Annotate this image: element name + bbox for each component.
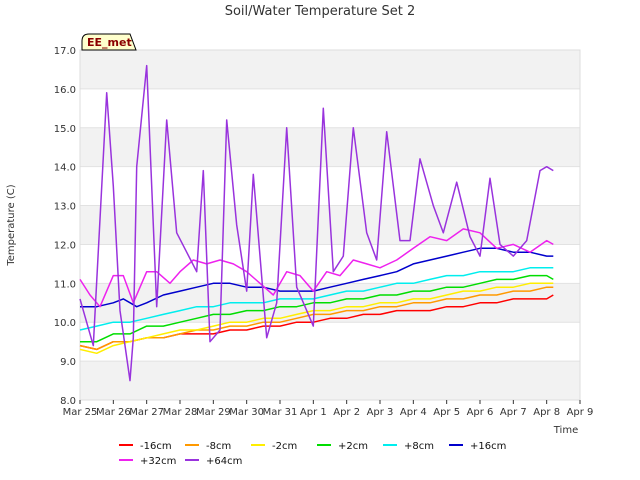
- y-tick-label: 17.0: [54, 46, 76, 57]
- legend: -16cm -8cm -2cm +2cm +8cm +16cm +32cm +64cm: [119, 441, 506, 467]
- y-tick-label: 11.0: [54, 279, 76, 290]
- x-tick-label: Mar 27: [129, 407, 164, 418]
- legend-label: -8cm: [206, 441, 231, 452]
- annotation-shape: [81, 33, 137, 51]
- series-line: [79, 282, 554, 355]
- x-tick-label: Mar 25: [63, 407, 98, 418]
- series-line: [79, 64, 554, 382]
- legend-label: +8cm: [404, 441, 434, 452]
- x-tick-label: Apr 6: [467, 407, 494, 418]
- series-line: [79, 286, 554, 351]
- series-line: [80, 274, 554, 343]
- plot-band: [80, 50, 580, 89]
- y-tick-label: 10.0: [54, 318, 76, 329]
- annotation-box: EE_met: [81, 33, 137, 51]
- y-axis-title: Temperature (C): [6, 184, 17, 266]
- y-tick-label: 14.0: [54, 163, 76, 174]
- x-tick-label: Apr 5: [433, 407, 460, 418]
- series-line: [79, 228, 554, 308]
- x-tick-label: Apr 4: [400, 407, 427, 418]
- series-line: [79, 267, 554, 331]
- series-lines: [79, 64, 554, 382]
- x-tick-label: Apr 7: [500, 407, 527, 418]
- x-axis-title: Time: [553, 425, 578, 436]
- y-tick-label: 12.0: [54, 240, 76, 251]
- x-tick-label: Mar 31: [263, 407, 298, 418]
- y-tick-label: 8.0: [60, 396, 76, 407]
- y-tick-label: 9.0: [60, 357, 76, 368]
- x-tick-label: Apr 9: [567, 407, 594, 418]
- legend-label: +32cm: [140, 456, 176, 467]
- x-tick-label: Mar 29: [196, 407, 231, 418]
- x-tick-label: Mar 28: [163, 407, 198, 418]
- legend-label: +2cm: [338, 441, 368, 452]
- legend-label: -2cm: [272, 441, 297, 452]
- x-tick-label: Apr 3: [367, 407, 394, 418]
- y-tick-label: 13.0: [54, 202, 76, 213]
- legend-label: -16cm: [140, 441, 172, 452]
- x-tick-label: Apr 1: [300, 407, 327, 418]
- chart-title: Soil/Water Temperature Set 2: [225, 4, 416, 19]
- x-tick-label: Apr 8: [533, 407, 560, 418]
- x-tick-label: Mar 26: [96, 407, 131, 418]
- x-tick-label: Apr 2: [333, 407, 360, 418]
- y-tick-label: 16.0: [54, 85, 76, 96]
- y-tick-label: 15.0: [54, 124, 76, 135]
- plot-band: [80, 127, 580, 167]
- plot-frame: [79, 49, 581, 401]
- plot-band: [80, 361, 580, 400]
- legend-label: +16cm: [470, 441, 506, 452]
- x-tick-label: Mar 30: [229, 407, 264, 418]
- annotation-label: EE_met: [87, 36, 132, 49]
- y-axis-ticks: 8.0 9.0 10.0 11.0 12.0 13.0 14.0 15.0 16.0 17.0: [54, 46, 76, 407]
- legend-label: +64cm: [206, 456, 242, 467]
